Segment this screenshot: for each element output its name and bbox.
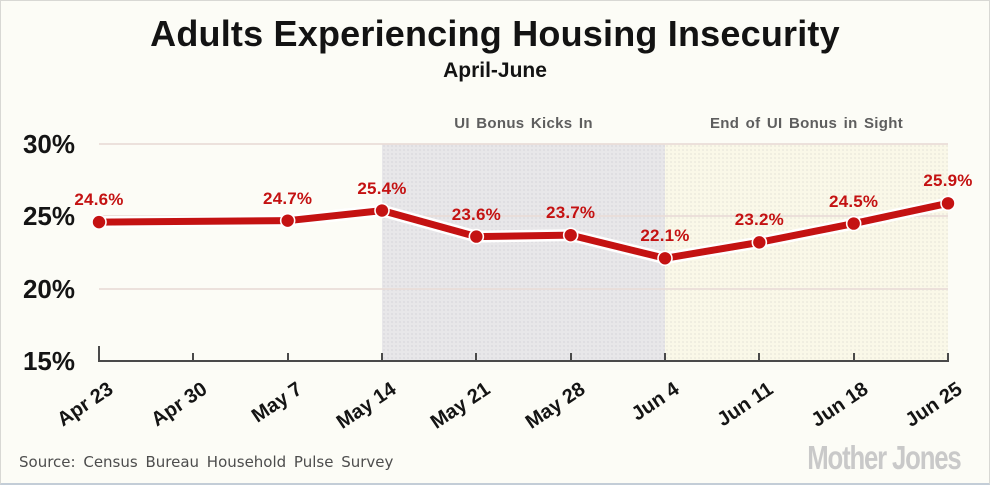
gridline-30 xyxy=(99,143,948,145)
x-tick-label: May 7 xyxy=(247,378,306,428)
chart-title: Adults Experiencing Housing Insecurity xyxy=(150,13,840,54)
x-tick xyxy=(947,353,949,361)
annotation-label-ui-bonus-kicks-in: UI Bonus Kicks In xyxy=(454,115,593,132)
chart-subtitle: April-June xyxy=(443,59,547,82)
mother-jones-logo: Mother Jones xyxy=(807,439,962,476)
y-tick-label: 20% xyxy=(22,273,75,304)
data-label: 24.5% xyxy=(829,191,879,211)
band-ui-bonus-kicks-in xyxy=(382,144,665,361)
x-tick-label: Jun 11 xyxy=(713,378,778,432)
x-tick xyxy=(569,353,572,361)
x-tick-label: May 14 xyxy=(332,378,401,434)
data-label: 23.6% xyxy=(451,204,501,224)
x-tick xyxy=(758,353,761,361)
x-tick xyxy=(475,353,478,361)
x-tick xyxy=(852,353,855,361)
y-tick-label: 15% xyxy=(22,346,75,376)
x-tick xyxy=(286,353,289,361)
x-tick-label: Jun 4 xyxy=(627,378,684,426)
x-tick xyxy=(192,353,195,361)
x-tick xyxy=(98,346,100,361)
data-label: 25.9% xyxy=(923,171,973,191)
y-tick-label: 30% xyxy=(22,129,75,159)
x-tick xyxy=(664,353,666,361)
x-tick-label: May 28 xyxy=(521,378,589,434)
x-tick-label: May 21 xyxy=(427,378,495,434)
x-tick xyxy=(381,353,383,361)
data-label: 25.4% xyxy=(357,178,407,198)
x-axis-line xyxy=(98,360,949,362)
x-tick-label: Apr 23 xyxy=(53,378,118,432)
data-label: 24.7% xyxy=(263,188,313,208)
data-label: 23.2% xyxy=(734,210,784,230)
source-note: Source: Census Bureau Household Pulse Su… xyxy=(19,453,394,471)
data-label: 22.1% xyxy=(640,226,690,246)
y-tick-label: 25% xyxy=(22,201,75,232)
annotation-label-end-of-ui-bonus-in-sight: End of UI Bonus in Sight xyxy=(709,115,903,132)
gridline-20 xyxy=(99,287,948,290)
data-label: 24.6% xyxy=(74,190,124,210)
gridline-25 xyxy=(99,215,948,218)
data-label: 23.7% xyxy=(546,203,596,223)
x-tick-label: Apr 30 xyxy=(147,378,212,432)
